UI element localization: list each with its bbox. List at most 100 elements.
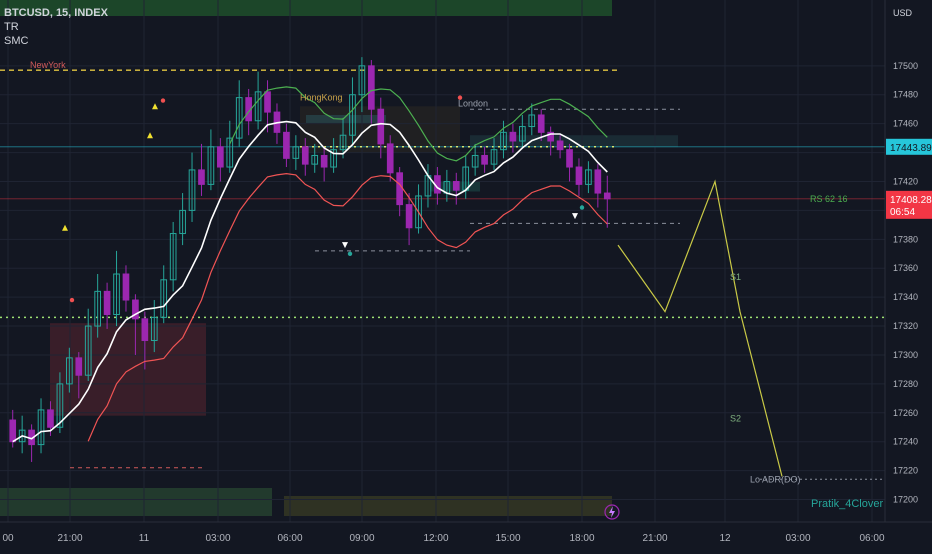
candle-body (603, 192, 611, 200)
time-tick-4: 06:00 (277, 533, 302, 544)
price-tick-5: 17300 (893, 350, 918, 360)
candle (547, 126, 554, 156)
projection-path (617, 179, 783, 477)
candle (292, 135, 300, 170)
candle-body (500, 131, 507, 151)
support-s1-label: S1 (730, 272, 741, 282)
price-tick-1: 17220 (893, 466, 918, 476)
candle-body (226, 137, 234, 168)
candle-body (330, 149, 337, 168)
candle-body (198, 169, 205, 185)
candle-body (594, 169, 602, 194)
price-axis-bg (885, 0, 932, 550)
candle (169, 221, 177, 292)
signal-dot-icon (160, 98, 166, 103)
candle-body (556, 140, 564, 151)
candle (386, 135, 394, 182)
candle-body (405, 204, 413, 229)
lightning-icon (604, 504, 620, 520)
candle-body (207, 146, 215, 185)
price-tick-15: 17500 (893, 61, 918, 71)
time-tick-2: 11 (139, 533, 150, 544)
chart-legend: BTCUSD, 15, INDEX TR SMC (4, 6, 108, 48)
candle-body (509, 131, 517, 142)
candle (330, 138, 337, 173)
countdown-value: 06:54 (890, 207, 915, 218)
time-tick-3: 03:00 (205, 533, 230, 544)
time-tick-0: 00 (2, 533, 14, 544)
candle-body (217, 146, 224, 168)
vwap-line (12, 120, 608, 443)
candle (490, 138, 498, 170)
candle-body (396, 172, 403, 206)
candle (283, 123, 290, 168)
candle (556, 135, 564, 159)
candle (84, 308, 92, 381)
candle (358, 57, 366, 113)
candle (377, 97, 385, 159)
candle-body (160, 279, 168, 318)
candle-body (575, 166, 583, 185)
current-price-tag (886, 138, 932, 155)
candle (66, 347, 73, 393)
candle-body (415, 195, 422, 229)
candle-body (481, 154, 488, 165)
candle (188, 152, 196, 222)
candle-body (66, 357, 73, 385)
candle (141, 311, 149, 370)
time-tick-1: 21:00 (57, 533, 82, 544)
session-label-london: London (458, 98, 488, 108)
candle-body (585, 169, 592, 185)
lightning-bolt-icon (609, 506, 615, 518)
candle-body (452, 180, 460, 191)
last-price-value: 17408.28 (890, 195, 932, 206)
indicator-smc[interactable]: SMC (4, 35, 29, 47)
time-tick-11: 03:00 (785, 533, 810, 544)
candle (235, 80, 243, 147)
candle (528, 103, 536, 136)
candle (122, 265, 130, 312)
candle-body (368, 65, 375, 110)
candle (405, 193, 413, 246)
bottom-band-left (0, 488, 272, 516)
signal-up-arrow-icon (147, 132, 153, 139)
indicator-tr[interactable]: TR (4, 21, 19, 33)
signal-up-arrow-icon (62, 224, 68, 231)
time-tick-6: 12:00 (423, 533, 448, 544)
candle-body (37, 409, 45, 446)
candle (94, 274, 101, 338)
candle (575, 158, 583, 196)
candle-body (528, 114, 536, 128)
candle-body (132, 299, 139, 320)
candle (481, 146, 488, 173)
signal-dot-icon (69, 297, 75, 303)
top-zone-bar (0, 0, 612, 16)
last-price-tag (886, 190, 932, 219)
candle-body (349, 94, 356, 136)
candle (160, 265, 168, 324)
candle (37, 398, 45, 454)
candle (537, 109, 545, 142)
candle (179, 193, 186, 246)
candle-body (386, 143, 394, 174)
candle-body (320, 154, 328, 168)
candle (452, 172, 460, 205)
candle (603, 175, 611, 228)
candle (519, 114, 526, 147)
candle (415, 184, 422, 234)
price-tick-2: 17240 (893, 437, 918, 447)
symbol-title[interactable]: BTCUSD, 15, INDEX (4, 7, 108, 19)
signal-up-arrow-icon (152, 103, 158, 110)
candle-body (47, 409, 54, 428)
candle-body (377, 108, 385, 145)
upper-band-line (229, 86, 608, 162)
price-tick-3: 17260 (893, 408, 918, 418)
candle-body (519, 126, 526, 142)
candle-body (179, 209, 186, 235)
candle (311, 143, 319, 173)
price-tick-7: 17340 (893, 292, 918, 302)
time-tick-9: 21:00 (642, 533, 667, 544)
support-s2-label: S2 (730, 413, 741, 423)
